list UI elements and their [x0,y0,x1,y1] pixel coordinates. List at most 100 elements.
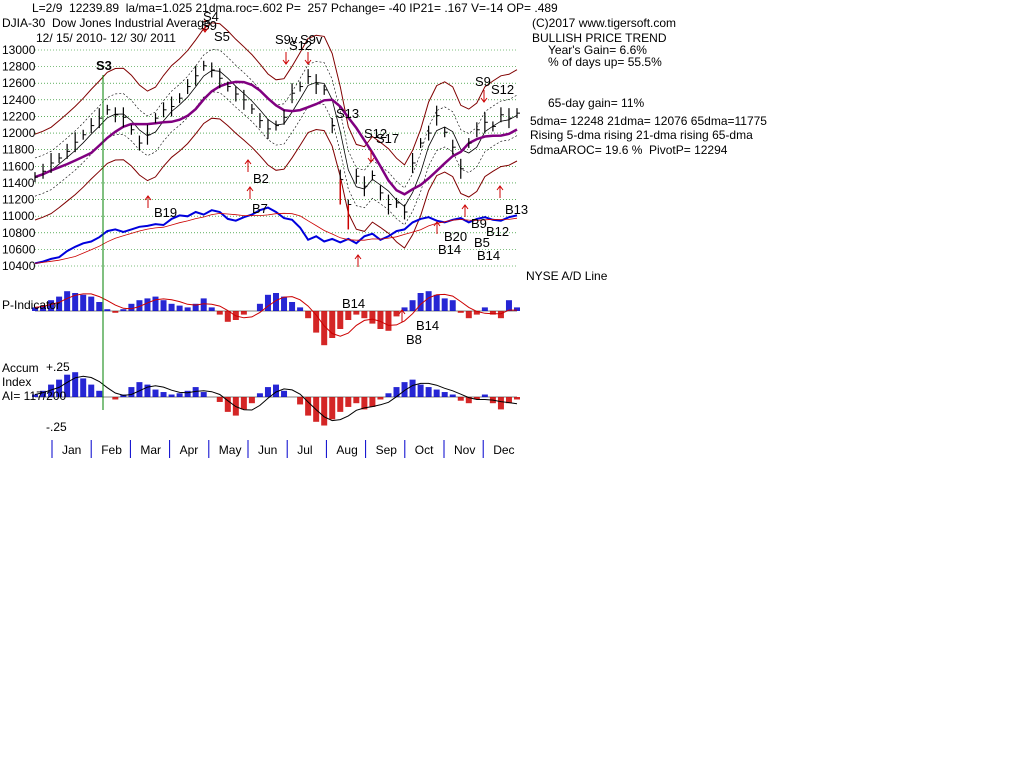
p-indicator-bar [64,291,71,311]
accum-ma-line [34,375,518,422]
p-indicator-bar [409,300,416,311]
p-indicator-bar [264,294,271,311]
accum-bar [337,397,344,412]
accum-bar [160,392,167,397]
price-tick-label: 10800 [2,226,36,240]
signal-label-b9: B9 [471,216,487,231]
accum-bar [96,390,103,397]
accum-bar [321,397,328,426]
p-indicator-bar [385,311,392,331]
p-indicator-bar [449,300,456,311]
p-indicator-bar [393,311,400,317]
p-indicator-bar [88,296,95,311]
p-indicator-bar [72,293,79,311]
buy-arrowhead [398,309,406,315]
signal-label-b19: B19 [154,205,177,220]
accum-bar [264,387,271,397]
buy-arrowhead [433,221,441,227]
accum-bottom-label: -.25 [46,420,67,434]
price-tick-label: 13000 [2,43,36,57]
month-label: Sep [376,443,398,457]
p-indicator-bar [192,303,199,311]
buy-arrowhead [496,185,504,191]
p-indicator-bar [497,311,504,319]
p-indicator-bar [152,296,159,311]
signal-label-s13: S13 [336,106,359,121]
accum-bar [401,382,408,397]
p-indicator-bar [353,311,360,315]
p-indicator-bar [345,311,352,320]
sell-arrowhead [304,59,312,65]
accum-bar [273,384,279,397]
accum-bar [433,389,440,397]
p-indicator-bar [273,293,279,311]
signal-label-b12: B12 [486,224,509,239]
signal-label-s3: S3 [96,58,112,73]
sell-arrowhead [367,157,375,163]
accum-bar [176,393,183,397]
p-indicator-bar [441,298,448,311]
sell-arrowhead [282,59,290,65]
p-indicator-bar [224,311,231,322]
ma65-line [34,80,518,196]
accum-bar [40,390,47,397]
accum-bar [449,394,456,397]
accum-bar [481,394,488,397]
month-label: Jan [62,443,81,457]
p-indicator-bar [489,311,496,315]
pct-days-up: % of days up= 55.5% [548,55,662,69]
price-tick-label: 10400 [2,259,36,273]
p-indicator-bar [361,311,368,319]
month-label: May [219,443,242,457]
month-label: Mar [140,443,161,457]
p-indicator-bar [417,293,424,311]
accum-bar [353,397,360,404]
p-indicator-bar [369,311,376,324]
signal-label-b20: B20 [444,229,467,244]
buy-arrowhead [461,204,469,210]
buy-arrowhead [354,254,362,260]
price-tick-label: 11000 [2,209,35,223]
p-indicator-bar [184,307,191,311]
accum-bar [184,390,191,397]
accum-bar [393,387,400,397]
copyright: (C)2017 www.tigersoft.com [532,16,677,30]
signal-label-s5: S5 [214,29,230,44]
accum-bar [200,392,207,397]
signal-label-b8: B8 [406,332,422,347]
ad-line [34,206,518,265]
month-label: Apr [180,443,199,457]
p-indicator-bar [208,307,215,311]
signal-label-b14: B14 [416,318,439,333]
signal-label-b14: B14 [438,242,461,257]
p-indicator-bar [128,303,135,311]
signal-label-s12: S12 [491,82,514,97]
p-indicator-bar [425,291,432,311]
accum-label-3: AI= 117/200 [2,389,67,403]
month-label: Nov [454,443,475,457]
price-tick-label: 12600 [2,76,36,90]
accum-bar [48,384,55,397]
accum-bar [281,390,288,397]
p-indicator-bar [40,305,47,311]
p-indicator-bar [96,302,103,311]
trend-title: BULLISH PRICE TREND [532,31,667,45]
accum-bar [465,397,472,404]
signal-label-s12: S12 [289,38,312,53]
accum-bar [417,384,424,397]
p-indicator-bar [465,311,472,319]
month-label: Feb [101,443,122,457]
signal-label-b2: B2 [253,171,269,186]
p-indicator-bar [168,303,175,311]
price-tick-label: 12800 [2,60,36,74]
accum-top-label: +.25 [46,360,70,374]
price-tick-label: 11800 [2,143,35,157]
accum-bar [256,393,263,397]
p-indicator-bar [48,300,55,311]
price-tick-label: 11600 [2,159,35,173]
signal-label-s9v: S9v [300,32,323,47]
p-indicator-label: P-Indicator [2,298,61,312]
accum-bar [72,372,79,397]
